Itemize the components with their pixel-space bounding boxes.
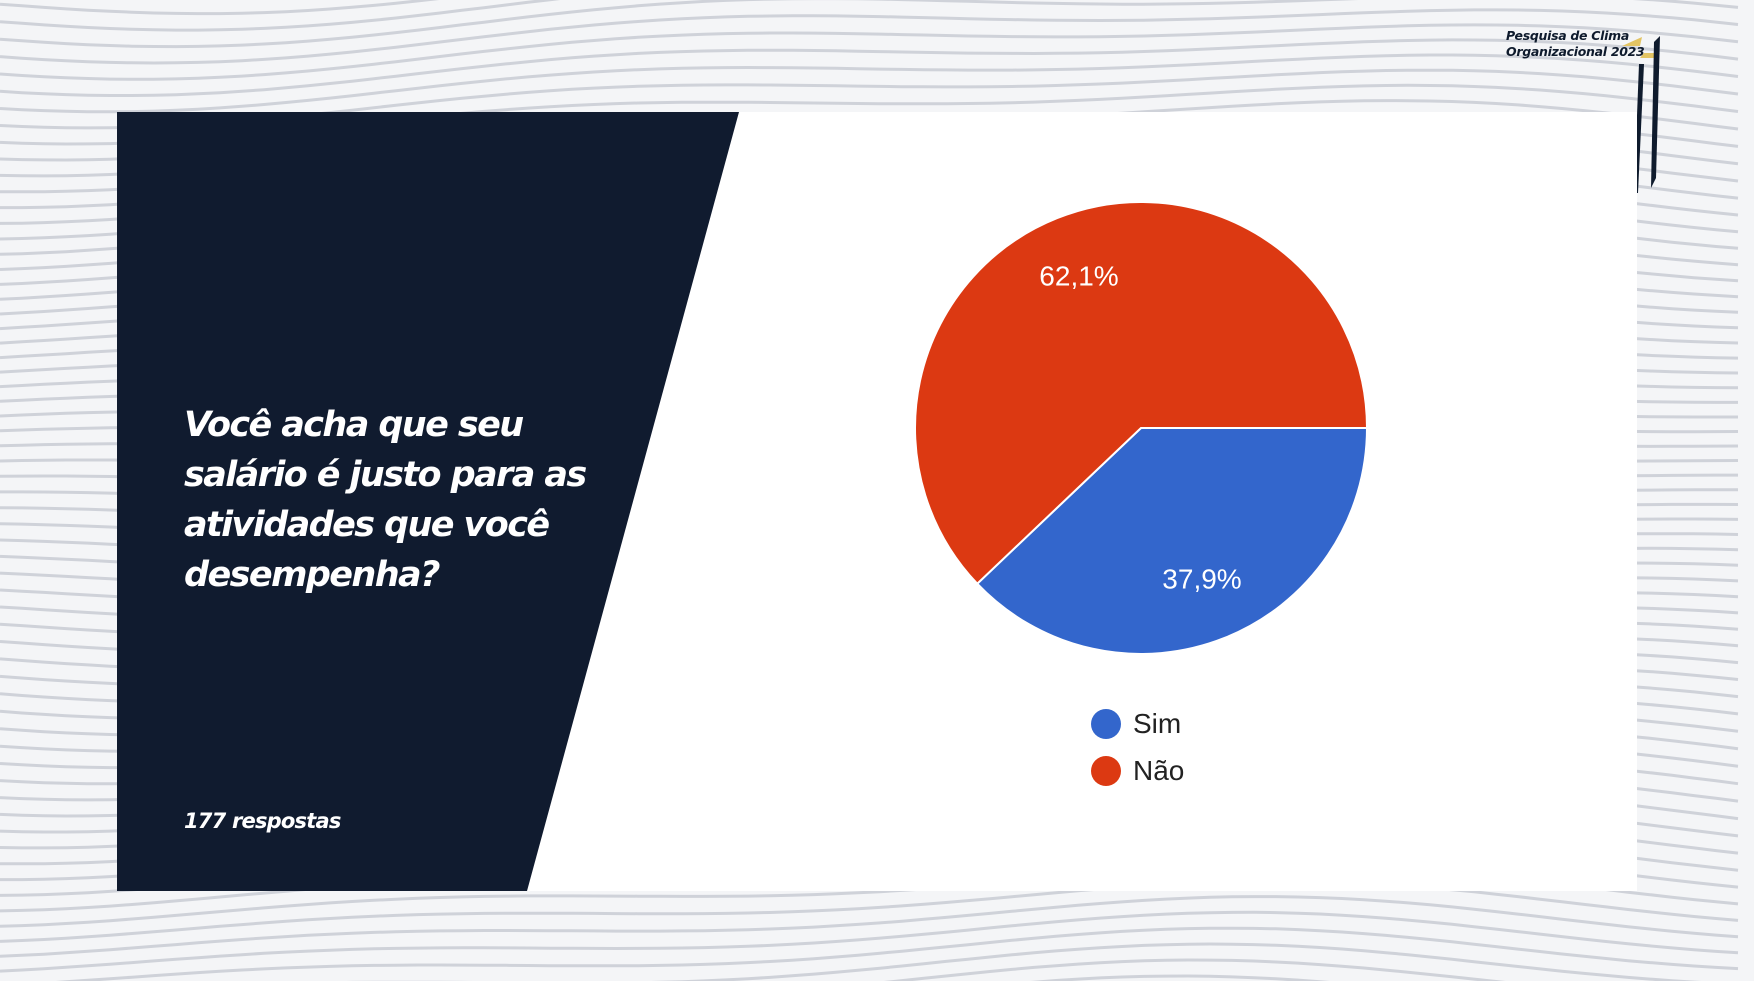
brand-title-line2: Organizacional 2023: [1506, 44, 1645, 59]
pie-slice-nao: [914, 201, 1369, 586]
pie-slice-sim: [975, 427, 1369, 655]
background-line: [0, 0, 561, 32]
brand-title: Pesquisa de Clima Organizacional 2023: [1506, 28, 1645, 60]
legend-label-nao: Não: [1133, 754, 1185, 786]
legend-item-nao: Não: [1091, 747, 1184, 794]
background-line: [0, 8, 1739, 65]
background-line: [0, 0, 1739, 49]
pie-label-sim: 37,9%: [1162, 563, 1241, 594]
brand-title-line1: Pesquisa de Clima: [1506, 28, 1629, 43]
pie-chart: 37,9% 62,1%: [914, 201, 1369, 655]
background-line: [0, 38, 1739, 97]
legend-swatch-nao: [1091, 755, 1121, 786]
slide-card: Você acha que seu salário é justo para a…: [117, 112, 1637, 891]
background-line: [0, 53, 1739, 114]
background-line: [0, 910, 1739, 973]
pie-label-nao: 62,1%: [1039, 260, 1118, 291]
legend-item-sim: Sim: [1091, 700, 1184, 747]
background-line: [883, 958, 1506, 981]
background-line: [0, 895, 1739, 958]
legend-label-sim: Sim: [1133, 707, 1182, 739]
chart-legend: Sim Não: [1091, 700, 1184, 794]
background-line: [0, 23, 1739, 81]
legend-swatch-sim: [1091, 708, 1121, 739]
background-line: [0, 0, 440, 16]
responses-count: 177 respostas: [184, 809, 341, 833]
background-line: [346, 942, 1702, 981]
question-text: Você acha que seu salário é justo para a…: [184, 405, 587, 595]
background-line: [55, 926, 1739, 981]
